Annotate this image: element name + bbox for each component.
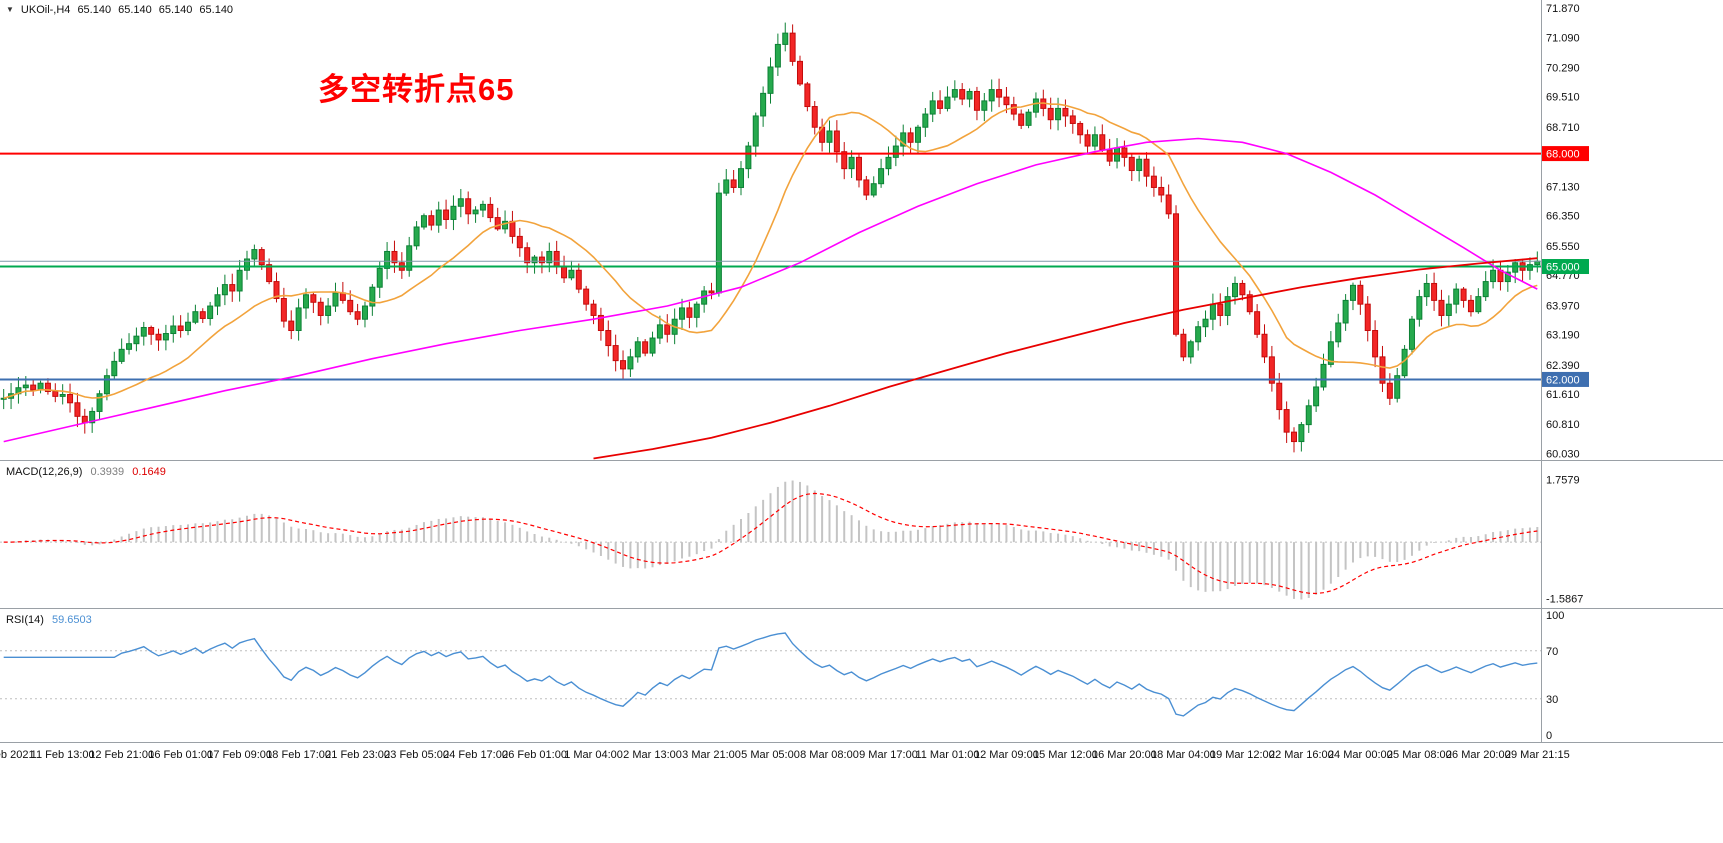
svg-text:63.190: 63.190 [1546,330,1580,342]
svg-text:1 Mar 04:00: 1 Mar 04:00 [564,749,623,761]
svg-text:62.390: 62.390 [1546,360,1580,372]
horizontal-lines-layer [0,152,1541,381]
quote-high: 65.140 [118,4,152,16]
svg-text:23 Feb 05:00: 23 Feb 05:00 [384,749,449,761]
rsi-value: 59.6503 [51,614,92,626]
candles-layer [0,22,1541,453]
svg-text:67.130: 67.130 [1546,181,1580,193]
svg-text:61.610: 61.610 [1546,389,1580,401]
chart-plot-surface[interactable] [0,0,1541,743]
svg-text:0: 0 [1546,730,1552,742]
svg-text:62.000: 62.000 [1546,374,1580,386]
svg-text:24 Feb 17:00: 24 Feb 17:00 [443,749,508,761]
rsi-name: RSI(14) [6,614,44,626]
svg-text:16 Mar 20:00: 16 Mar 20:00 [1092,749,1157,761]
svg-text:11 Mar 01:00: 11 Mar 01:00 [915,749,979,761]
svg-text:17 Feb 09:00: 17 Feb 09:00 [207,749,272,761]
svg-text:66.350: 66.350 [1546,211,1580,223]
svg-text:12 Feb 21:00: 12 Feb 21:00 [89,749,154,761]
svg-text:9 Mar 17:00: 9 Mar 17:00 [859,749,918,761]
svg-text:15 Mar 12:00: 15 Mar 12:00 [1033,749,1098,761]
svg-text:65.550: 65.550 [1546,241,1580,253]
svg-text:25 Mar 08:00: 25 Mar 08:00 [1387,749,1452,761]
svg-text:19 Mar 12:00: 19 Mar 12:00 [1210,749,1275,761]
svg-text:11 Feb 13:00: 11 Feb 13:00 [31,749,95,761]
svg-text:60.810: 60.810 [1546,419,1580,431]
symbol-dropdown-icon[interactable]: ▼ [6,5,14,14]
svg-text:18 Mar 04:00: 18 Mar 04:00 [1151,749,1216,761]
svg-text:70: 70 [1546,646,1558,658]
macd-signal-value: 0.1649 [132,466,166,478]
svg-text:-1.5867: -1.5867 [1546,594,1583,606]
svg-text:26 Mar 20:00: 26 Mar 20:00 [1446,749,1511,761]
rsi-panel-layer: 100 70 30 0 [0,610,1564,742]
symbol-title: UKOil-,H4 [20,4,71,16]
svg-text:26 Feb 01:00: 26 Feb 01:00 [502,749,567,761]
svg-text:3 Mar 21:00: 3 Mar 21:00 [682,749,741,761]
svg-text:60.030: 60.030 [1546,449,1580,461]
quote-open: 65.140 [77,4,112,16]
svg-text:68.710: 68.710 [1546,122,1580,134]
svg-text:70.290: 70.290 [1546,62,1580,74]
svg-text:5 Mar 05:00: 5 Mar 05:00 [741,749,800,761]
svg-text:100: 100 [1546,610,1564,622]
quote-low: 65.140 [158,4,193,16]
rsi-indicator-label: RSI(14) 59.6503 [6,614,92,626]
svg-text:24 Mar 00:00: 24 Mar 00:00 [1328,749,1393,761]
svg-text:16 Feb 01:00: 16 Feb 01:00 [148,749,213,761]
svg-text:69.510: 69.510 [1546,92,1580,104]
moving-averages-layer [3,102,1538,460]
svg-text:30: 30 [1546,694,1558,706]
svg-text:8 Mar 08:00: 8 Mar 08:00 [800,749,859,761]
trading-chart-svg: 71.870 71.090 70.290 69.510 68.710 67.130 66.3… [0,0,1723,761]
svg-text:1.7579: 1.7579 [1546,475,1580,487]
svg-text:65.000: 65.000 [1546,262,1580,274]
quote-close: 65.140 [199,4,234,16]
chart-annotation-text: 多空转折点65 [318,72,515,107]
chart-header: ▼ UKOil-,H4 65.140 65.140 65.140 65.140 [6,4,233,16]
macd-indicator-label: MACD(12,26,9) 0.3939 0.1649 [6,466,166,478]
svg-text:10 Feb 2021: 10 Feb 2021 [0,749,35,761]
macd-main-value: 0.3939 [90,466,125,478]
panel-borders [0,0,1723,743]
macd-panel-layer: 1.7579 -1.5867 [0,475,1583,606]
svg-text:12 Mar 09:00: 12 Mar 09:00 [974,749,1039,761]
macd-name: MACD(12,26,9) [6,466,83,478]
main-chart-layer [0,22,1541,460]
svg-text:22 Mar 16:00: 22 Mar 16:00 [1269,749,1334,761]
price-axis[interactable]: 71.870 71.090 70.290 69.510 68.710 67.130 66.3… [1542,3,1589,461]
svg-text:18 Feb 17:00: 18 Feb 17:00 [266,749,331,761]
svg-text:71.870: 71.870 [1546,3,1580,15]
svg-text:68.000: 68.000 [1546,149,1580,161]
svg-text:71.090: 71.090 [1546,32,1580,44]
svg-text:29 Mar 21:15: 29 Mar 21:15 [1505,749,1570,761]
svg-text:2 Mar 13:00: 2 Mar 13:00 [623,749,682,761]
svg-text:63.970: 63.970 [1546,300,1580,312]
svg-text:21 Feb 23:00: 21 Feb 23:00 [325,749,390,761]
